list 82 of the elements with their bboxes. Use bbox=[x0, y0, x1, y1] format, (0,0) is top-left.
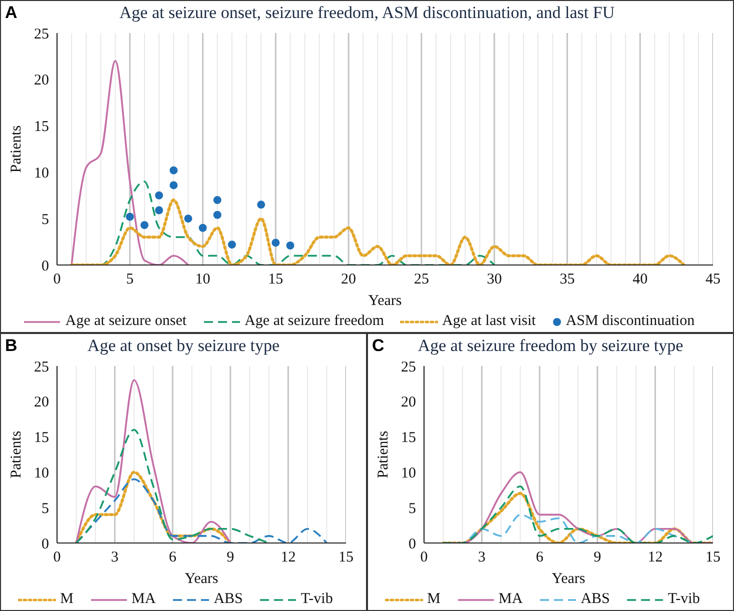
x-tick-label: 40 bbox=[632, 272, 648, 288]
line-series bbox=[75, 428, 270, 543]
x-tick-label: 15 bbox=[706, 550, 720, 566]
x-tick-label: 12 bbox=[648, 550, 663, 566]
point bbox=[155, 191, 164, 200]
y-tick-label: 20 bbox=[34, 394, 49, 411]
y-tick-label: 20 bbox=[401, 394, 416, 411]
x-tick-label: 0 bbox=[420, 550, 428, 566]
x-tick-label: 12 bbox=[280, 550, 296, 566]
x-tick-label: 10 bbox=[195, 272, 210, 288]
point bbox=[272, 238, 280, 247]
point bbox=[286, 242, 294, 250]
point bbox=[155, 206, 164, 214]
point bbox=[257, 200, 266, 209]
legend-label: MA bbox=[498, 591, 523, 608]
y-tick-label: 10 bbox=[401, 466, 416, 482]
line-series bbox=[75, 379, 232, 543]
x-tick-label: 5 bbox=[126, 272, 134, 288]
y-axis-title: Patients bbox=[8, 430, 24, 478]
legend-label: ASM discontinuation bbox=[566, 313, 695, 330]
y-tick-label: 0 bbox=[42, 536, 49, 552]
point bbox=[170, 181, 178, 190]
point bbox=[198, 224, 207, 232]
y-tick-label: 20 bbox=[34, 72, 49, 89]
y-tick-label: 0 bbox=[408, 536, 416, 552]
text: B bbox=[5, 336, 18, 356]
y-tick-label: 5 bbox=[42, 212, 49, 228]
x-tick-label: 6 bbox=[536, 550, 544, 566]
legend-label: Age at seizure freedom bbox=[244, 313, 384, 330]
x-tick-label: 30 bbox=[486, 272, 502, 288]
y-tick-label: 10 bbox=[34, 166, 49, 182]
x-tick-label: 9 bbox=[594, 550, 602, 566]
y-tick-label: 10 bbox=[34, 466, 49, 482]
line-series bbox=[74, 470, 232, 543]
legend-label: M bbox=[60, 591, 74, 608]
point bbox=[140, 221, 148, 230]
x-tick-label: 45 bbox=[706, 272, 720, 288]
legend-label: M bbox=[427, 591, 441, 608]
point bbox=[213, 196, 222, 204]
x-tick-label: 20 bbox=[341, 272, 356, 288]
legend-label: T-vib bbox=[300, 591, 333, 608]
x-tick-label: 15 bbox=[268, 272, 284, 288]
text: A bbox=[5, 3, 18, 23]
chart-title: Age at seizure onset, seizure freedom, ASM discontinuation, and last FU bbox=[119, 3, 615, 22]
y-tick-label: 15 bbox=[34, 119, 49, 136]
x-axis-title: Years bbox=[368, 293, 402, 309]
y-tick-label: 25 bbox=[34, 359, 49, 376]
point bbox=[213, 210, 222, 219]
point bbox=[170, 166, 178, 174]
legend-label: Age at last visit bbox=[442, 313, 536, 330]
y-tick-label: 0 bbox=[42, 258, 49, 274]
y-tick-label: 25 bbox=[34, 26, 49, 42]
y-tick-label: 5 bbox=[408, 500, 416, 517]
y-axis-title: Patients bbox=[8, 125, 24, 173]
chart-title: Age at onset by seizure type bbox=[87, 336, 280, 355]
y-tick-label: 15 bbox=[401, 430, 416, 446]
x-axis-title: Years bbox=[552, 571, 586, 587]
legend-label: ABS bbox=[214, 591, 243, 608]
point bbox=[228, 240, 236, 249]
y-tick-label: 5 bbox=[42, 500, 49, 517]
x-tick-label: 3 bbox=[111, 550, 119, 566]
line-series bbox=[70, 198, 686, 265]
x-tick-label: 9 bbox=[226, 550, 234, 566]
y-tick-label: 25 bbox=[401, 359, 416, 376]
y-axis-title: Patients bbox=[375, 430, 392, 478]
legend-label: ABS bbox=[580, 591, 610, 608]
line-series bbox=[70, 60, 190, 265]
text: C bbox=[372, 336, 384, 356]
legend-label: T-vib bbox=[668, 591, 700, 608]
legend-label: Age at seizure onset bbox=[65, 313, 187, 330]
chart-title: Age at seizure freedom by seizure type bbox=[418, 336, 684, 355]
x-tick-label: 0 bbox=[53, 272, 61, 288]
x-tick-label: 15 bbox=[338, 550, 354, 566]
x-tick-label: 0 bbox=[53, 550, 61, 566]
x-tick-label: 6 bbox=[168, 550, 177, 566]
y-tick-label: 15 bbox=[34, 430, 49, 446]
x-tick-label: 3 bbox=[478, 550, 486, 566]
point bbox=[184, 214, 192, 223]
x-axis-title: Years bbox=[184, 571, 218, 587]
legend-label: MA bbox=[132, 591, 156, 608]
x-tick-label: 35 bbox=[560, 272, 575, 288]
point bbox=[126, 212, 134, 221]
